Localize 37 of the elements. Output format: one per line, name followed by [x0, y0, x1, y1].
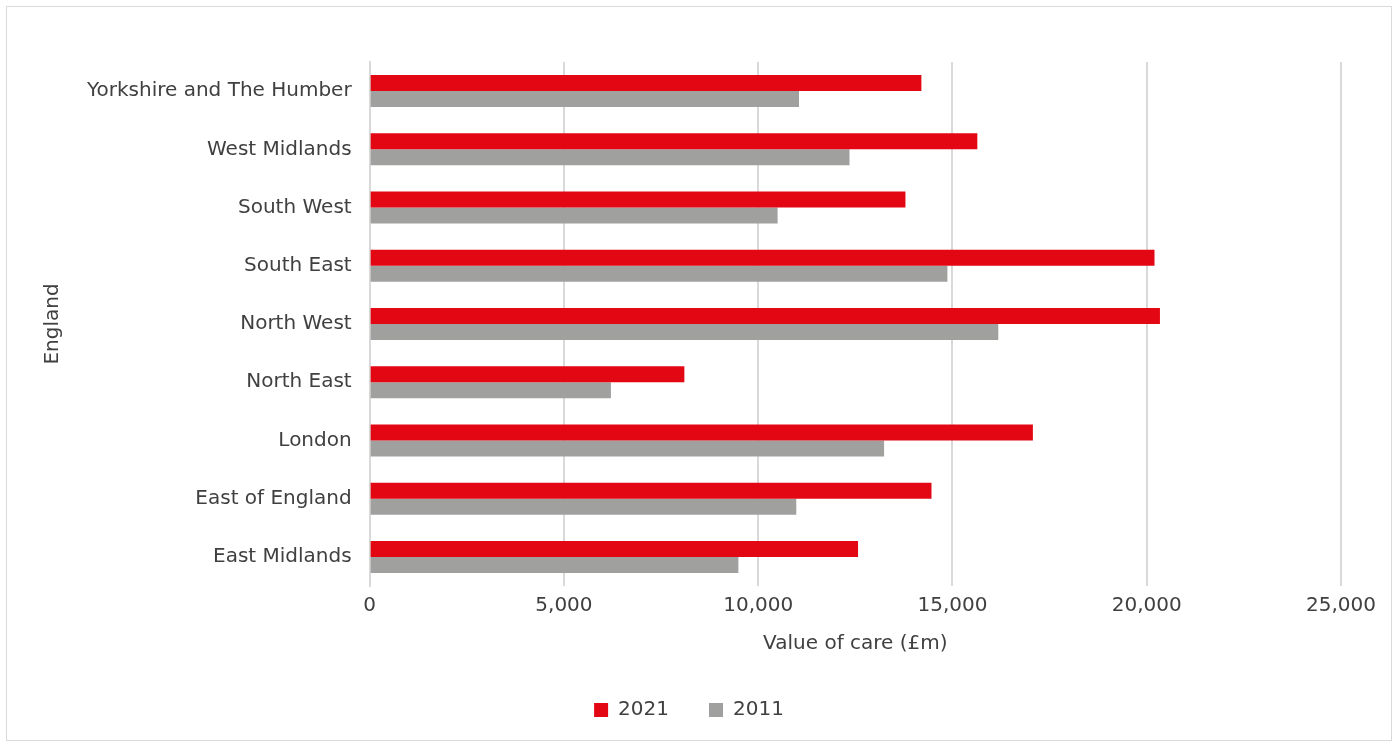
- bar: [370, 91, 799, 108]
- y-tick-label: East of England: [195, 484, 352, 509]
- bar: [370, 556, 739, 573]
- y-tick-label: South West: [238, 193, 352, 218]
- y-tick-label: North East: [246, 368, 352, 393]
- y-tick-label: West Midlands: [207, 135, 352, 160]
- bar: [370, 265, 948, 282]
- y-tick-label: North West: [240, 310, 352, 335]
- x-tick-label: 0: [363, 592, 377, 617]
- bar: [370, 482, 932, 499]
- x-axis-title: Value of care (£m): [763, 630, 948, 655]
- bar: [370, 307, 1160, 324]
- bar: [370, 133, 978, 150]
- y-tick-label: Yorkshire and The Humber: [85, 77, 353, 102]
- legend-label: 2021: [618, 696, 670, 721]
- y-tick-label: East Midlands: [213, 543, 352, 568]
- legend-label: 2011: [733, 696, 784, 721]
- y-tick-label: London: [278, 426, 352, 451]
- y-axis-title: England: [39, 283, 64, 365]
- bar: [370, 191, 906, 208]
- x-tick-label: 5,000: [535, 592, 593, 617]
- bar: [370, 249, 1155, 266]
- bar: [370, 440, 885, 457]
- bar: [370, 540, 859, 557]
- bar: [370, 366, 685, 383]
- bar: [370, 382, 611, 399]
- bar: [370, 424, 1033, 441]
- bar: [370, 207, 778, 224]
- x-tick-label: 15,000: [917, 592, 988, 617]
- bar: [370, 149, 850, 166]
- x-tick-label: 25,000: [1306, 592, 1376, 617]
- bar: [370, 498, 797, 515]
- x-tick-label: 10,000: [723, 592, 794, 617]
- y-tick-label: South East: [244, 251, 352, 276]
- bar: [370, 324, 999, 341]
- x-tick-label: 20,000: [1111, 592, 1182, 617]
- bar: [370, 75, 922, 92]
